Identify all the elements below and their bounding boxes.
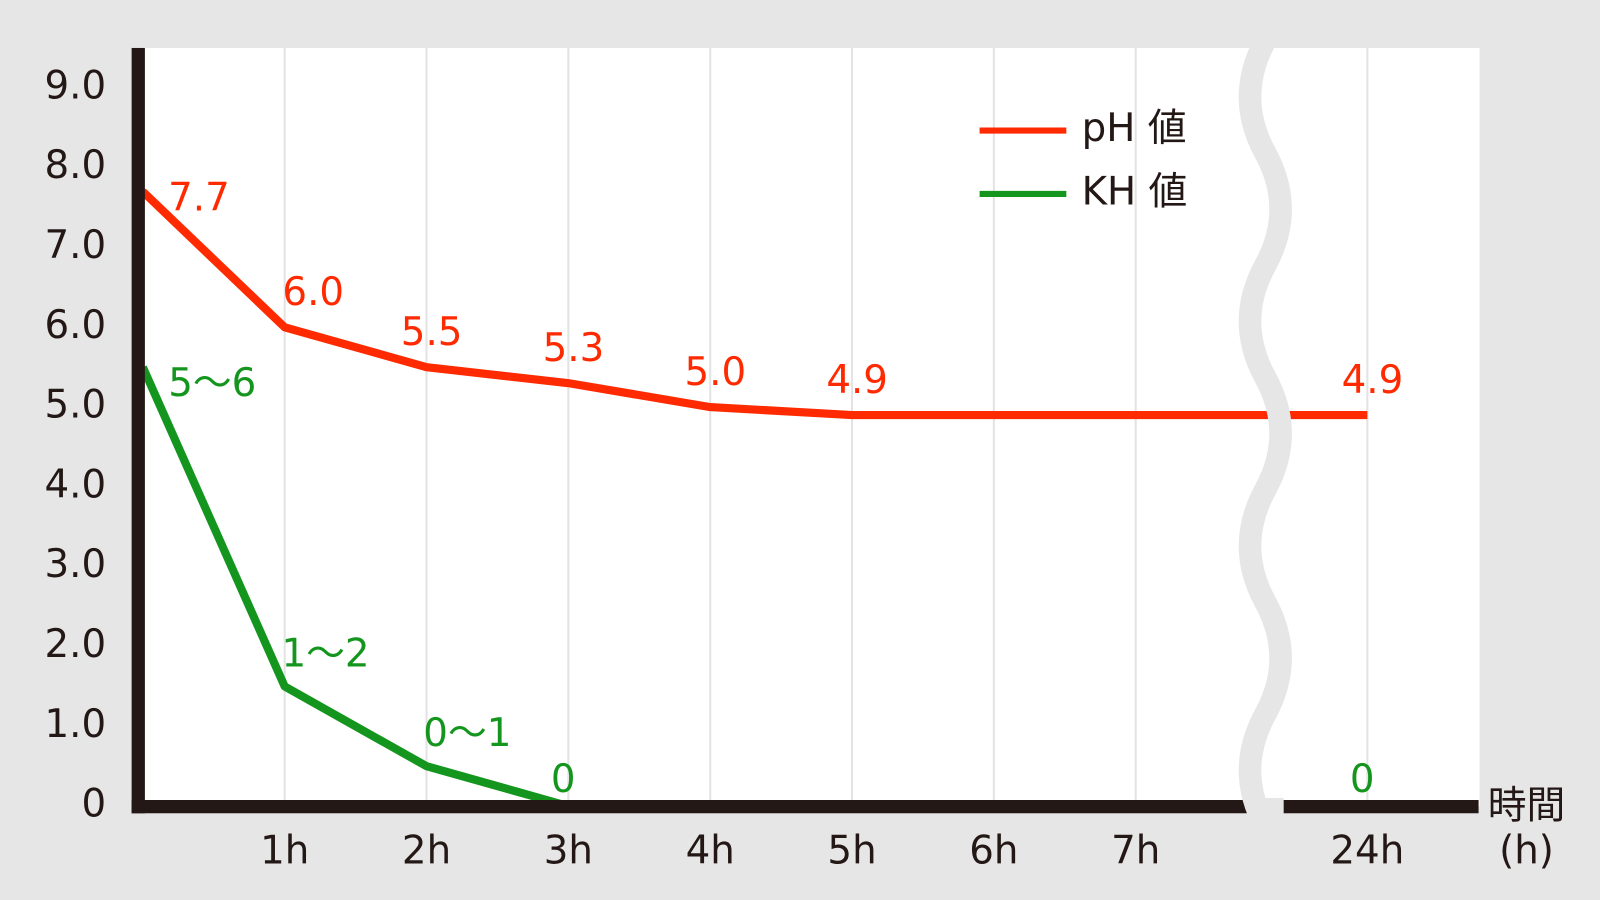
axis-break (1238, 35, 1292, 832)
x-axis-unit: (h) (1499, 829, 1554, 874)
data-label: 6.0 (282, 270, 344, 315)
y-tick-label: 8.0 (44, 143, 106, 188)
break-wave (1238, 35, 1292, 832)
plot-area (142, 47, 1480, 807)
x-tick-label: 7h (1111, 829, 1160, 874)
y-tick-label: 6.0 (44, 303, 106, 348)
legend-label: pH 値 (1082, 106, 1187, 151)
x-tick-label: 6h (969, 829, 1018, 874)
y-tick-label: 2.0 (44, 622, 106, 667)
legend-label: KH 値 (1082, 169, 1188, 214)
x-tick-label: 4h (686, 829, 735, 874)
break-gap (1246, 797, 1284, 817)
x-tick-label: 1h (260, 829, 309, 874)
y-tick-label: 5.0 (44, 383, 106, 428)
x-axis-label: 時間 (1488, 784, 1566, 829)
data-label: 5.5 (401, 310, 463, 355)
x-tick-label: 5h (827, 829, 876, 874)
data-line (140, 188, 1368, 420)
data-label: 5〜6 (168, 361, 256, 406)
y-tick-label: 4.0 (44, 462, 106, 507)
y-tick-label: 1.0 (44, 702, 106, 747)
y-tick-label: 9.0 (44, 63, 106, 108)
data-label: 5.0 (684, 350, 746, 395)
x-tick-label: 24h (1330, 829, 1404, 874)
data-label: 0 (551, 757, 576, 802)
data-label: 1〜2 (281, 631, 369, 676)
axes (131, 47, 1479, 814)
grid (283, 47, 1369, 807)
data-label: 5.3 (543, 326, 605, 371)
data-label: 4.9 (1342, 358, 1404, 403)
data-label: 0 (1350, 757, 1375, 802)
data-label: 7.7 (168, 175, 230, 220)
y-axis (131, 47, 145, 814)
labels: 0 1.0 2.0 3.0 4.0 5.0 6.0 7.0 8.0 9.0 1h 2h 3h 4h 5h 6h… (44, 63, 1404, 873)
x-tick-label: 3h (544, 829, 593, 874)
y-tick-label: 7.0 (44, 223, 106, 268)
y-tick-label: 0 (81, 782, 106, 827)
data-label: 0〜1 (423, 711, 511, 756)
x-axis (131, 800, 1479, 814)
y-tick-label: 3.0 (44, 542, 106, 587)
data-label: 4.9 (826, 358, 888, 403)
x-tick-label: 2h (402, 829, 451, 874)
